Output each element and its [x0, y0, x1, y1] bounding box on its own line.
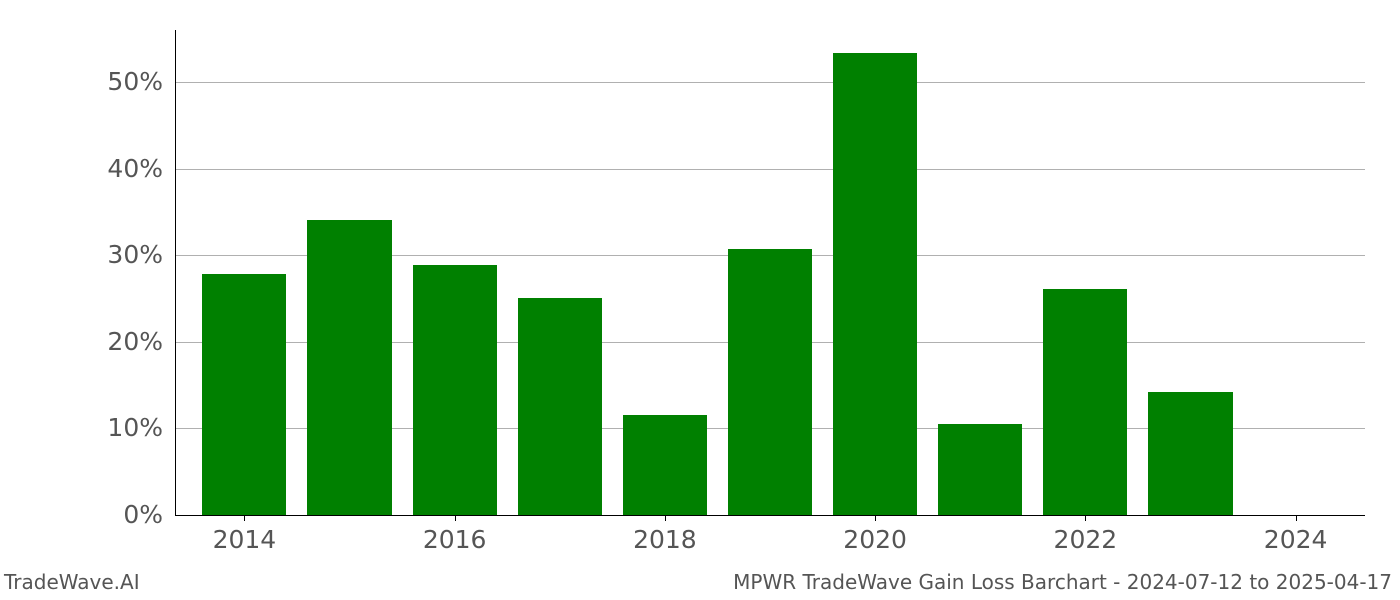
- bar: [728, 249, 812, 515]
- x-tick-mark: [1085, 515, 1086, 521]
- bar: [413, 265, 497, 515]
- x-tick-label: 2022: [1035, 525, 1135, 554]
- footer-right-label: MPWR TradeWave Gain Loss Barchart - 2024…: [733, 570, 1392, 594]
- x-tick-mark: [1296, 515, 1297, 521]
- chart-container: TradeWave.AI MPWR TradeWave Gain Loss Ba…: [0, 0, 1400, 600]
- x-axis-spine: [175, 515, 1365, 516]
- bar: [307, 220, 391, 515]
- x-tick-label: 2016: [405, 525, 505, 554]
- gridline: [175, 169, 1365, 170]
- y-tick-label: 10%: [63, 413, 163, 442]
- y-tick-label: 40%: [63, 154, 163, 183]
- footer-left-label: TradeWave.AI: [4, 570, 140, 594]
- x-tick-mark: [244, 515, 245, 521]
- y-axis-spine: [175, 30, 176, 515]
- x-tick-mark: [875, 515, 876, 521]
- bar: [623, 415, 707, 515]
- y-tick-label: 0%: [63, 500, 163, 529]
- bar: [518, 298, 602, 515]
- bar: [938, 424, 1022, 515]
- y-tick-label: 20%: [63, 327, 163, 356]
- bar: [1043, 289, 1127, 515]
- bar: [202, 274, 286, 515]
- x-tick-label: 2024: [1246, 525, 1346, 554]
- x-tick-label: 2018: [615, 525, 715, 554]
- y-tick-label: 30%: [63, 240, 163, 269]
- x-tick-label: 2014: [194, 525, 294, 554]
- bar: [833, 53, 917, 515]
- x-tick-mark: [455, 515, 456, 521]
- gridline: [175, 82, 1365, 83]
- x-tick-label: 2020: [825, 525, 925, 554]
- bar: [1148, 392, 1232, 515]
- x-tick-mark: [665, 515, 666, 521]
- y-tick-label: 50%: [63, 67, 163, 96]
